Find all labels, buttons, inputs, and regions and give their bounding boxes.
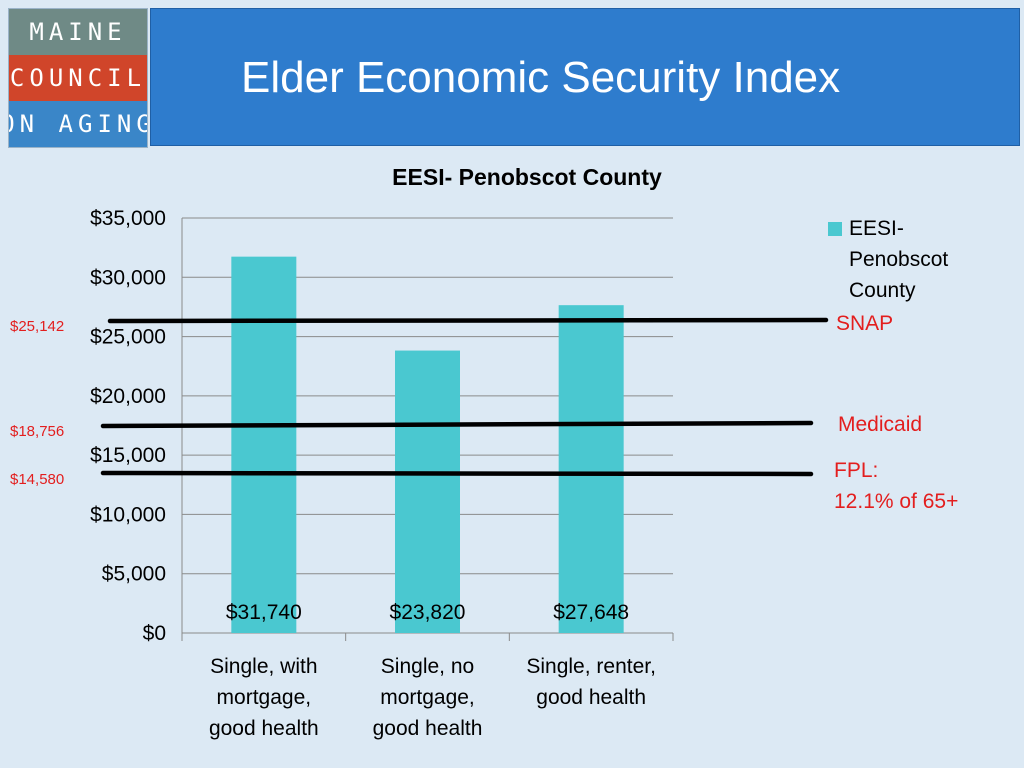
reference-name-label: SNAP — [836, 312, 893, 335]
slide-title: Elder Economic Security Index — [241, 53, 841, 102]
data-label: $31,740 — [226, 601, 302, 624]
reference-name-label: FPL: — [834, 459, 878, 482]
y-tick-label: $20,000 — [90, 385, 166, 408]
y-tick-label: $30,000 — [90, 266, 166, 289]
reference-name-label: 12.1% of 65+ — [834, 490, 958, 513]
reference-line-snap — [107, 317, 829, 324]
reference-value-label: $25,142 — [10, 318, 64, 335]
reference-line-fpl — [100, 470, 814, 477]
logo-line-3: ON AGING — [9, 101, 147, 147]
y-tick-label: $0 — [143, 622, 166, 645]
bar — [558, 305, 624, 633]
chart-title: EESI- Penobscot County — [392, 164, 662, 190]
y-tick-label: $25,000 — [90, 326, 166, 349]
logo-line-1: MAINE — [9, 9, 147, 55]
reference-value-label: $14,580 — [10, 471, 64, 488]
data-label: $23,820 — [390, 601, 466, 624]
reference-value-label: $18,756 — [10, 423, 64, 440]
y-tick-label: $5,000 — [102, 563, 166, 586]
category-label: good health — [373, 717, 483, 740]
bar — [395, 350, 460, 633]
category-label: Single, no — [381, 655, 474, 678]
category-label: Single, with — [210, 655, 317, 678]
bar — [231, 256, 297, 633]
y-tick-label: $35,000 — [90, 207, 166, 230]
legend-label: EESI- — [849, 217, 904, 240]
logo-line-2: COUNCIL — [9, 55, 147, 101]
title-bar: Elder Economic Security Index — [150, 8, 1020, 146]
category-label: good health — [209, 717, 319, 740]
legend-swatch — [828, 222, 842, 236]
legend-label: County — [849, 279, 916, 302]
legend-label: Penobscot — [849, 248, 948, 271]
category-label: mortgage, — [217, 686, 312, 709]
data-label: $27,648 — [553, 601, 629, 624]
category-label: good health — [536, 686, 646, 709]
category-label: mortgage, — [380, 686, 475, 709]
y-tick-label: $15,000 — [90, 444, 166, 467]
reference-name-label: Medicaid — [838, 413, 922, 436]
y-tick-label: $10,000 — [90, 503, 166, 526]
reference-line-medicaid — [100, 420, 814, 429]
category-label: Single, renter, — [526, 655, 656, 678]
logo: MAINE COUNCIL ON AGING — [8, 8, 148, 148]
